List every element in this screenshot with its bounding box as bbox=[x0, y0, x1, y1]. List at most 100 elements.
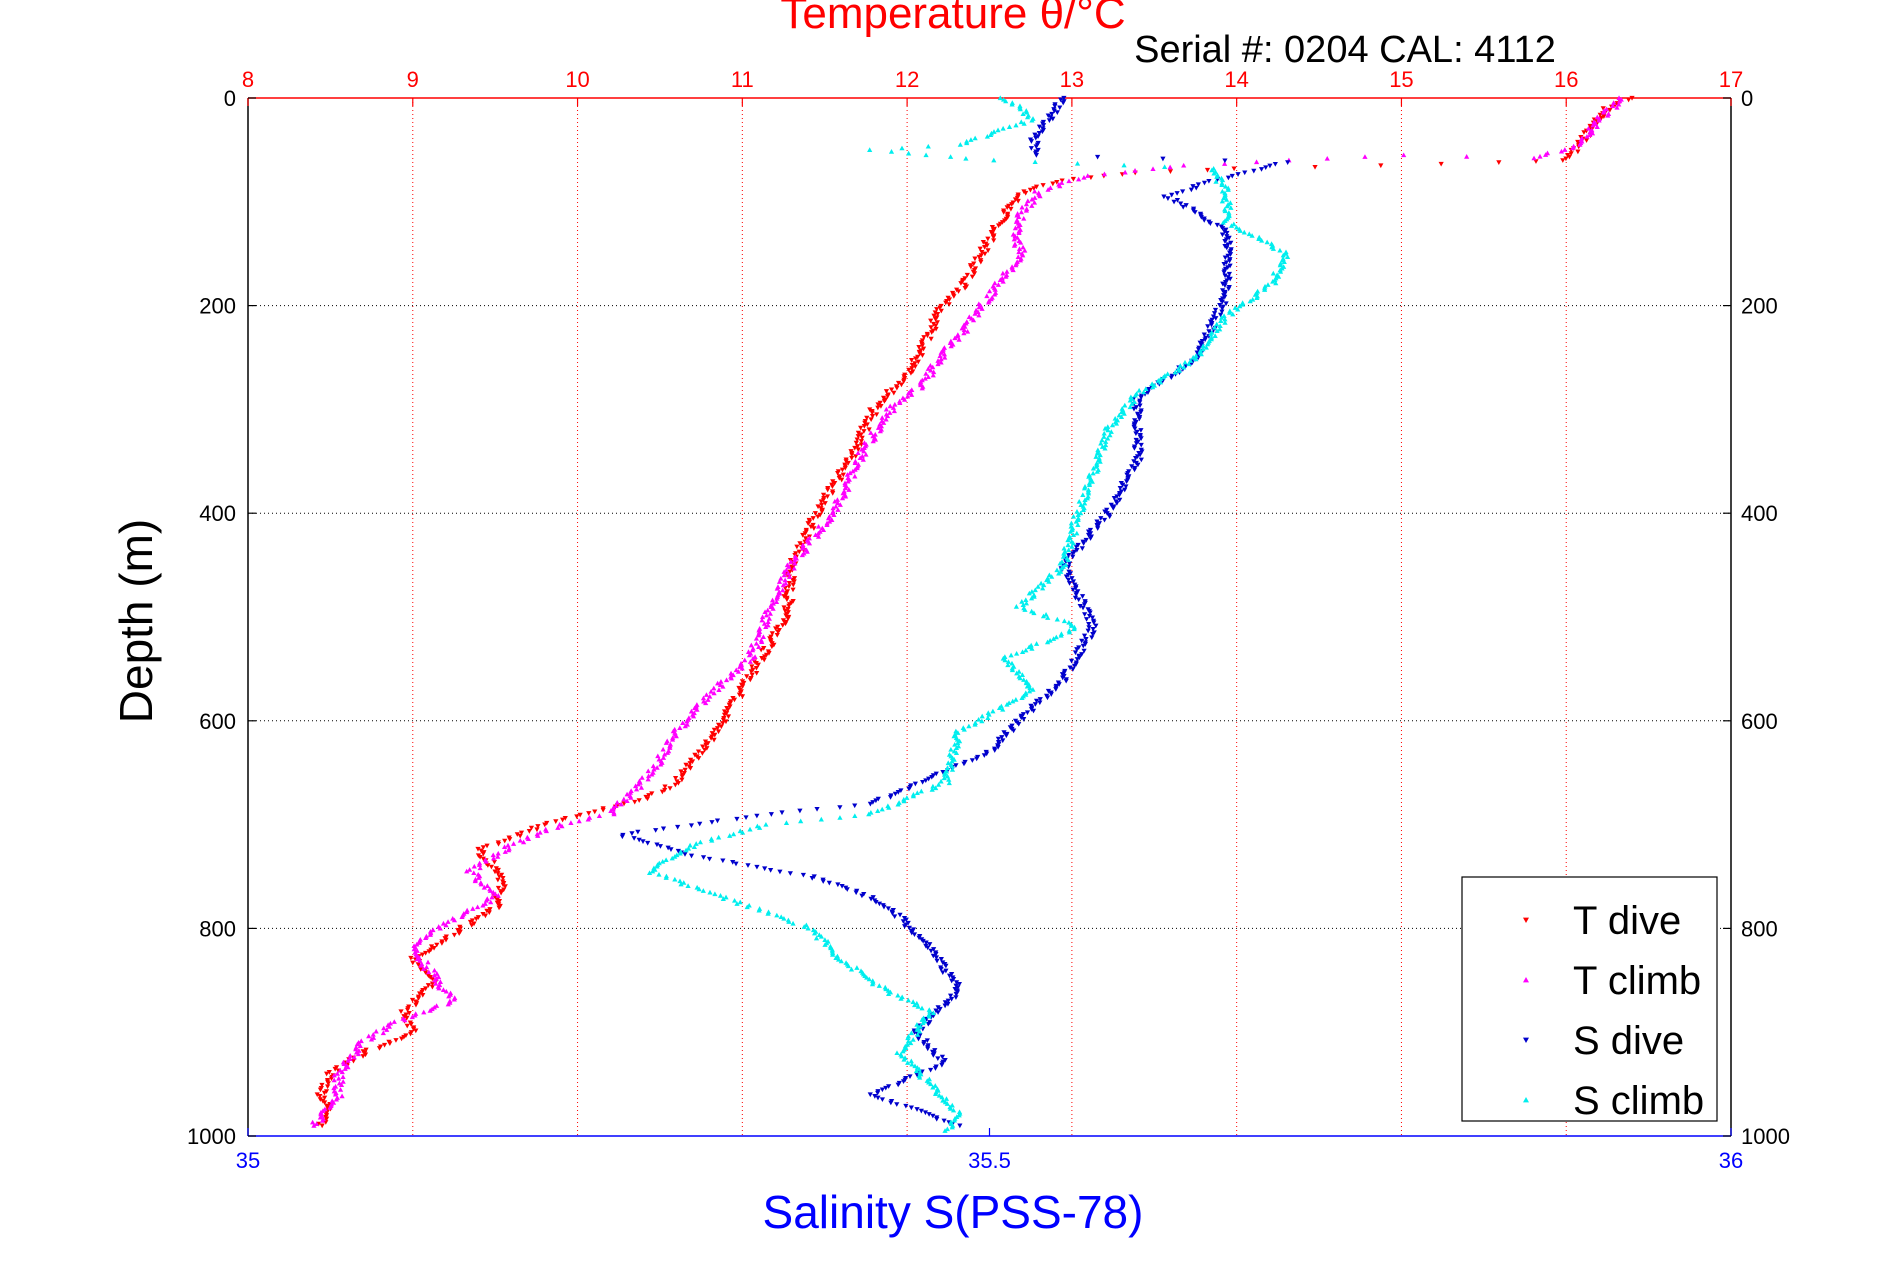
data-point-s-dive bbox=[1263, 165, 1269, 171]
data-point-t-dive bbox=[920, 346, 927, 352]
data-point-s-climb bbox=[912, 1002, 918, 1008]
data-point-s-climb bbox=[1264, 239, 1270, 245]
data-point-s-climb bbox=[1019, 672, 1026, 677]
data-point-t-climb bbox=[765, 607, 771, 613]
temperature-tick-label: 11 bbox=[731, 67, 754, 92]
data-point-t-climb bbox=[728, 675, 734, 681]
data-point-t-climb bbox=[776, 579, 783, 584]
data-point-t-dive bbox=[978, 259, 984, 265]
data-point-t-climb bbox=[471, 863, 477, 869]
data-point-t-dive bbox=[675, 781, 682, 786]
data-point-s-climb bbox=[946, 780, 952, 786]
data-point-t-dive bbox=[931, 313, 937, 319]
data-point-s-dive bbox=[868, 896, 874, 902]
data-point-s-climb bbox=[1241, 229, 1247, 235]
data-point-s-dive bbox=[1225, 242, 1231, 248]
data-point-t-dive bbox=[1560, 158, 1566, 163]
data-point-s-climb bbox=[1107, 432, 1113, 438]
data-point-s-dive bbox=[859, 893, 865, 899]
data-point-s-dive bbox=[945, 998, 951, 1004]
data-point-s-dive bbox=[636, 837, 642, 843]
legend-marker-s-dive bbox=[1523, 1037, 1529, 1043]
data-point-s-climb bbox=[1214, 328, 1220, 334]
data-point-t-climb bbox=[482, 901, 488, 906]
data-point-t-climb bbox=[774, 585, 780, 591]
data-point-s-climb bbox=[905, 997, 911, 1003]
data-point-s-dive bbox=[1094, 154, 1101, 160]
data-point-t-dive bbox=[667, 786, 673, 791]
data-point-t-dive bbox=[991, 238, 997, 244]
data-point-t-climb bbox=[610, 806, 616, 812]
data-point-t-dive bbox=[875, 402, 881, 408]
data-point-t-climb bbox=[1617, 98, 1623, 104]
data-point-s-dive bbox=[875, 1095, 881, 1101]
data-point-t-climb bbox=[440, 987, 447, 992]
data-point-t-dive bbox=[921, 335, 927, 340]
data-point-s-dive bbox=[953, 991, 959, 997]
data-point-t-climb bbox=[1101, 171, 1108, 177]
data-point-t-climb bbox=[765, 619, 771, 625]
data-point-s-climb bbox=[1006, 124, 1013, 129]
data-point-s-dive bbox=[635, 829, 641, 835]
data-point-s-dive bbox=[1081, 541, 1087, 546]
data-point-s-dive bbox=[1221, 262, 1227, 267]
data-point-t-dive bbox=[864, 422, 870, 428]
data-point-s-climb bbox=[930, 1010, 937, 1016]
data-point-t-dive bbox=[862, 420, 868, 426]
data-point-t-dive bbox=[325, 1084, 331, 1090]
data-point-s-climb bbox=[910, 793, 917, 799]
data-point-t-climb bbox=[445, 919, 451, 924]
data-point-s-climb bbox=[1136, 387, 1142, 393]
data-point-s-climb bbox=[936, 1092, 942, 1098]
data-point-t-climb bbox=[890, 405, 897, 410]
data-point-t-dive bbox=[387, 1041, 393, 1046]
data-point-t-dive bbox=[895, 380, 902, 386]
data-point-t-climb bbox=[1045, 187, 1051, 192]
data-point-t-climb bbox=[430, 927, 436, 933]
data-point-t-climb bbox=[1025, 198, 1031, 204]
legend-box bbox=[1461, 876, 1718, 1122]
data-point-s-climb bbox=[1247, 298, 1253, 304]
data-point-t-climb bbox=[847, 470, 853, 476]
data-point-t-climb bbox=[785, 570, 791, 576]
data-point-s-climb bbox=[1070, 513, 1077, 519]
data-point-t-climb bbox=[337, 1087, 344, 1092]
data-point-s-climb bbox=[763, 822, 769, 827]
data-point-s-climb bbox=[1050, 636, 1057, 641]
data-point-s-climb bbox=[1010, 698, 1016, 704]
data-point-s-climb bbox=[1009, 101, 1015, 107]
data-point-t-dive bbox=[495, 841, 502, 847]
data-point-s-climb bbox=[813, 935, 820, 941]
data-point-s-climb bbox=[966, 723, 972, 729]
data-point-s-climb bbox=[1208, 331, 1214, 337]
data-point-t-dive bbox=[418, 967, 424, 972]
data-point-s-dive bbox=[1169, 192, 1175, 198]
data-point-t-dive bbox=[830, 491, 836, 496]
data-point-s-climb bbox=[955, 740, 961, 745]
data-point-t-climb bbox=[611, 811, 617, 817]
data-point-s-climb bbox=[1029, 589, 1035, 594]
data-point-s-dive bbox=[1195, 347, 1202, 352]
data-point-s-climb bbox=[1230, 311, 1236, 317]
data-point-s-dive bbox=[957, 1123, 963, 1129]
data-point-t-dive bbox=[682, 767, 688, 773]
data-point-s-dive bbox=[1235, 172, 1241, 177]
data-point-t-climb bbox=[1000, 278, 1006, 284]
data-point-s-climb bbox=[1222, 316, 1228, 322]
data-point-t-dive bbox=[924, 333, 931, 339]
data-point-t-dive bbox=[499, 872, 505, 878]
data-point-t-climb bbox=[780, 587, 786, 593]
data-point-s-climb bbox=[781, 915, 787, 921]
data-point-s-climb bbox=[1193, 353, 1199, 358]
data-point-s-dive bbox=[906, 925, 912, 931]
data-point-s-dive bbox=[1178, 201, 1184, 207]
data-point-s-climb bbox=[944, 765, 951, 771]
data-point-s-climb bbox=[1101, 434, 1107, 439]
data-point-s-climb bbox=[1165, 371, 1171, 377]
data-point-t-dive bbox=[1575, 149, 1581, 155]
data-point-s-dive bbox=[916, 935, 922, 941]
data-point-s-climb bbox=[1221, 313, 1227, 319]
data-point-s-climb bbox=[1105, 435, 1111, 441]
data-point-t-climb bbox=[1085, 173, 1091, 178]
